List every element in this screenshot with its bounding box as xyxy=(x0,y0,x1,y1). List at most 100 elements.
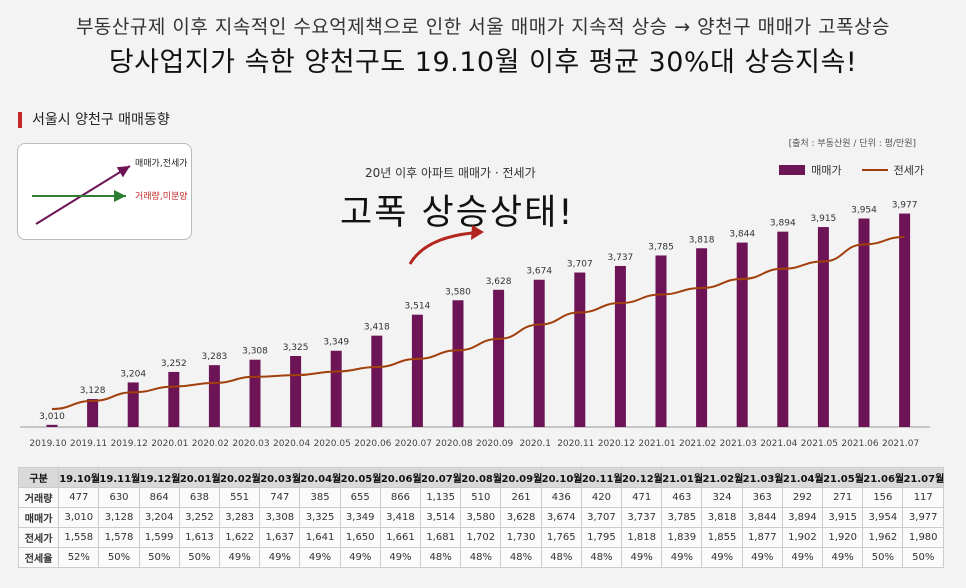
x-tick-label: 2020.05 xyxy=(314,439,351,449)
legend-swatch-bar xyxy=(779,165,806,175)
table-cell: 49% xyxy=(299,547,341,568)
table-header-cell: 구분 xyxy=(17,467,60,488)
table-cell: 49% xyxy=(741,547,783,568)
table-cell: 3,707 xyxy=(580,507,623,528)
table-cell: 49% xyxy=(822,547,864,568)
bar-sale xyxy=(533,279,545,427)
table-cell: 50% xyxy=(902,547,944,568)
table-header-cell: 20.07월 xyxy=(420,467,462,488)
table-cell: 1,599 xyxy=(138,527,180,548)
x-tick-label: 2021.02 xyxy=(679,439,716,449)
table-cell: 49% xyxy=(379,547,422,568)
source-note: [출처 : 부동산원 / 단위 : 평/만원] xyxy=(788,139,916,149)
bar-sale xyxy=(696,248,708,427)
bar-value-label: 3,514 xyxy=(405,302,431,312)
x-tick-label: 2020.02 xyxy=(192,439,229,449)
table-cell: 3,128 xyxy=(98,507,140,528)
table-cell: 1,650 xyxy=(339,527,381,548)
bar-sale xyxy=(493,289,505,427)
table-cell: 1,962 xyxy=(862,527,904,548)
bar-value-label: 3,707 xyxy=(567,260,593,270)
table-cell: 1,641 xyxy=(299,527,341,548)
table-cell: 1,661 xyxy=(379,527,422,548)
table-cell: 3,674 xyxy=(540,507,582,528)
table-header-cell: 19.10월 xyxy=(58,467,100,488)
table-header-cell: 21.02월 xyxy=(701,467,743,488)
table-header-cell: 20.03월 xyxy=(259,467,301,488)
price-table: 구분 19.10월 19.11월 19.12월 20.01월 20.02월 20.03월 20… xyxy=(17,467,944,568)
table-cell: 1,980 xyxy=(902,527,944,548)
x-tick-label: 2019.11 xyxy=(70,439,107,449)
table-cell: 1,818 xyxy=(621,527,663,548)
annotation-arrow-icon xyxy=(408,231,473,265)
legend-swatch-line xyxy=(861,169,888,171)
table-cell: 1,622 xyxy=(219,527,261,548)
table-cell: 49% xyxy=(339,547,381,568)
bar-value-label: 3,954 xyxy=(851,206,877,216)
table-cell: 49% xyxy=(661,547,703,568)
x-tick-label: 2020.12 xyxy=(598,439,635,449)
table-row: 전세가 1,558 1,578 1,599 1,613 1,622 1,637 1,641 1,… xyxy=(17,527,944,548)
trend-inset-graphic: 매매가,전세가 거래량,미분양 xyxy=(32,158,188,225)
table-cell: 3,894 xyxy=(781,507,824,528)
bar-value-label: 3,252 xyxy=(161,359,187,369)
table-cell: 1,765 xyxy=(540,527,582,548)
x-tick-label: 2020.01 xyxy=(151,439,188,449)
bar-sale xyxy=(330,350,342,427)
x-tick-label: 2021.04 xyxy=(760,439,797,449)
line-jeonse xyxy=(51,235,905,410)
table-cell: 3,580 xyxy=(460,507,502,528)
table-cell: 3,977 xyxy=(902,507,944,528)
bar-value-label: 3,737 xyxy=(608,253,634,263)
table-cell: 747 xyxy=(259,487,301,508)
annotation-arrowhead-icon xyxy=(471,225,484,240)
bar-sale xyxy=(249,359,261,427)
bar-value-label: 3,418 xyxy=(364,323,390,333)
table-cell: 3,418 xyxy=(379,507,422,528)
bar-value-label: 3,894 xyxy=(770,219,796,229)
table-header-cell: 21.05월 xyxy=(822,467,864,488)
table-header-cell: 20.06월 xyxy=(379,467,422,488)
table-cell: 385 xyxy=(299,487,341,508)
table-cell: 1,702 xyxy=(460,527,502,548)
table-cell: 3,010 xyxy=(58,507,100,528)
table-cell: 48% xyxy=(580,547,623,568)
table-header-cell: 20.01월 xyxy=(178,467,221,488)
table-row-label: 거래량 xyxy=(17,487,60,508)
table-cell: 655 xyxy=(339,487,381,508)
table-cell: 3,818 xyxy=(701,507,743,528)
table-cell: 49% xyxy=(701,547,743,568)
bar-sale xyxy=(371,335,383,427)
table-cell: 50% xyxy=(178,547,221,568)
table-cell: 3,252 xyxy=(178,507,221,528)
table-header-cell: 20.11월 xyxy=(580,467,623,488)
table-cell: 363 xyxy=(741,487,783,508)
bar-sale xyxy=(858,218,870,427)
bar-value-label: 3,818 xyxy=(689,235,715,245)
annotation-small: 20년 이후 아파트 매매가 · 전세가 xyxy=(365,166,536,180)
table-cell: 3,308 xyxy=(259,507,301,528)
table-cell: 1,920 xyxy=(822,527,864,548)
table-cell: 3,737 xyxy=(621,507,663,528)
table-cell: 1,877 xyxy=(741,527,783,548)
x-tick-label: 2020.08 xyxy=(435,439,472,449)
bar-sale xyxy=(899,213,911,427)
bar-sale xyxy=(46,424,58,427)
table-cell: 49% xyxy=(259,547,301,568)
bar-value-label: 3,128 xyxy=(80,386,106,396)
x-tick-label: 2020.1 xyxy=(519,439,551,449)
table-header-cell: 20.09월 xyxy=(500,467,542,488)
table-cell: 1,578 xyxy=(98,527,140,548)
legend-label-sale: 매매가 xyxy=(811,164,842,177)
table-cell: 1,795 xyxy=(580,527,623,548)
x-tick-label: 2020.11 xyxy=(557,439,594,449)
table-cell: 420 xyxy=(580,487,623,508)
bar-sale xyxy=(411,314,423,427)
table-header-cell: 20.08월 xyxy=(460,467,502,488)
bar-value-label: 3,308 xyxy=(242,347,268,357)
bar-sale xyxy=(574,272,586,427)
inset-label-up: 매매가,전세가 xyxy=(135,158,188,169)
headline-line2: 당사업지가 속한 양천구도 19.10월 이후 평균 30%대 상승지속! xyxy=(108,47,858,78)
x-tick-label: 2020.03 xyxy=(232,439,269,449)
bar-value-label: 3,628 xyxy=(486,277,512,287)
